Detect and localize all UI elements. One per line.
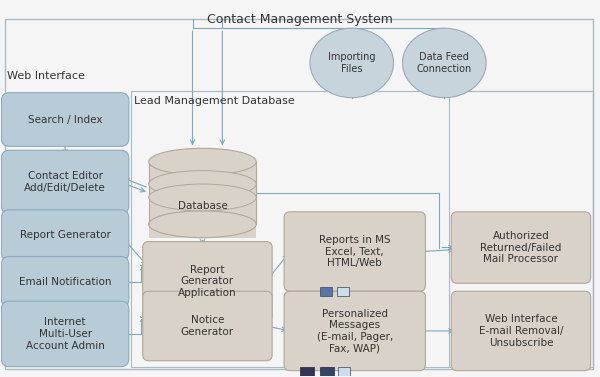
Text: Lead Management Database: Lead Management Database: [134, 96, 295, 106]
Text: Report Generator: Report Generator: [20, 230, 110, 240]
Ellipse shape: [149, 148, 256, 175]
Ellipse shape: [403, 28, 486, 98]
FancyBboxPatch shape: [143, 242, 272, 321]
FancyBboxPatch shape: [1, 150, 129, 214]
Text: Personalized
Messages
(E-mail, Pager,
Fax, WAP): Personalized Messages (E-mail, Pager, Fa…: [317, 308, 393, 353]
Text: Email Notification: Email Notification: [19, 277, 112, 287]
Text: Authorized
Returned/Failed
Mail Processor: Authorized Returned/Failed Mail Processo…: [480, 231, 562, 264]
Text: Web Interface
E-mail Removal/
Unsubscribe: Web Interface E-mail Removal/ Unsubscrib…: [479, 314, 563, 348]
Text: Importing
Files: Importing Files: [328, 52, 376, 74]
FancyBboxPatch shape: [320, 367, 334, 377]
FancyBboxPatch shape: [149, 162, 256, 238]
FancyBboxPatch shape: [1, 210, 129, 261]
Text: Notice
Generator: Notice Generator: [181, 315, 234, 337]
FancyBboxPatch shape: [300, 367, 314, 377]
Ellipse shape: [149, 211, 256, 238]
Text: Database: Database: [178, 201, 227, 211]
Text: Search / Index: Search / Index: [28, 115, 103, 124]
Text: Internet
Multi-User
Account Admin: Internet Multi-User Account Admin: [26, 317, 104, 351]
Text: Contact Editor
Add/Edit/Delete: Contact Editor Add/Edit/Delete: [24, 171, 106, 193]
Text: Report
Generator
Application: Report Generator Application: [178, 265, 237, 298]
FancyBboxPatch shape: [320, 287, 332, 296]
Text: Contact Management System: Contact Management System: [207, 13, 393, 26]
Text: Web Interface: Web Interface: [7, 71, 85, 81]
Ellipse shape: [149, 184, 256, 211]
FancyBboxPatch shape: [451, 291, 590, 371]
FancyBboxPatch shape: [1, 301, 129, 367]
Text: Reports in MS
Excel, Text,
HTML/Web: Reports in MS Excel, Text, HTML/Web: [319, 235, 391, 268]
FancyBboxPatch shape: [337, 287, 349, 296]
Ellipse shape: [149, 171, 256, 198]
FancyBboxPatch shape: [284, 212, 425, 291]
FancyBboxPatch shape: [1, 256, 129, 307]
FancyBboxPatch shape: [143, 291, 272, 361]
FancyBboxPatch shape: [338, 367, 350, 377]
Ellipse shape: [310, 28, 394, 98]
FancyBboxPatch shape: [451, 212, 590, 283]
FancyBboxPatch shape: [1, 93, 129, 146]
FancyBboxPatch shape: [284, 291, 425, 371]
Text: Data Feed
Connection: Data Feed Connection: [417, 52, 472, 74]
